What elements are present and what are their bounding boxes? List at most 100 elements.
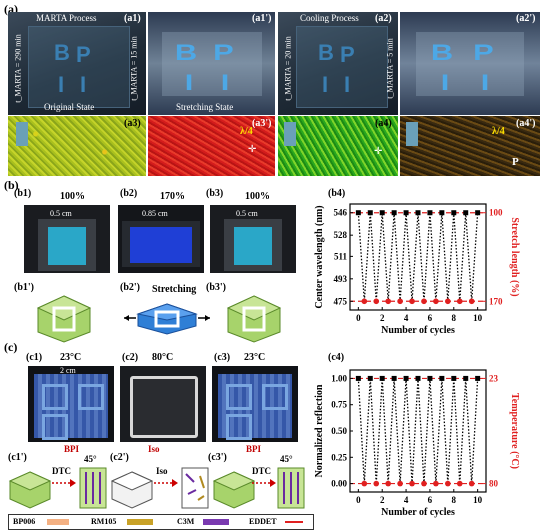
series-line: [357, 378, 479, 484]
y-tick-label: 475: [334, 296, 348, 306]
phase-label-3: BPI: [246, 444, 262, 454]
y-tick-label: 493: [334, 274, 348, 284]
legend-rm105: RM105: [91, 517, 117, 526]
data-point: [415, 375, 421, 381]
cube-schematic-b3: [226, 295, 282, 343]
label-a2p: (a2'): [516, 13, 536, 24]
y-tick-label: 546: [334, 208, 348, 218]
photo-c1: 2 cm: [28, 366, 114, 442]
x-tick-label: 8: [452, 313, 457, 323]
cube-schematic-c1: [8, 471, 52, 509]
lambda-label: λ/4: [240, 126, 253, 137]
series-line: [357, 212, 479, 302]
marta-time: t_MARTA = 15 min: [129, 36, 139, 101]
data-point: [456, 480, 463, 487]
data-point: [421, 298, 427, 305]
data-point: [355, 375, 361, 381]
data-point: [391, 210, 397, 216]
data-point: [468, 480, 475, 487]
legend-swatch-eddet: [285, 521, 303, 523]
cube-schematic-c2: [110, 471, 154, 509]
arrow-icon: [52, 479, 76, 487]
logo-letter-b: B: [318, 40, 334, 65]
data-point: [415, 210, 421, 216]
data-point: [439, 210, 445, 216]
data-point: [445, 298, 451, 305]
logo-letter-p: P: [473, 40, 494, 65]
label-a1: (a1): [124, 13, 141, 24]
legend-bp006: BP006: [13, 517, 36, 526]
label-b3p: (b3'): [206, 282, 226, 293]
x-tick-label: 4: [404, 313, 409, 323]
data-point: [397, 298, 403, 305]
label-c3p: (c3'): [208, 452, 227, 463]
cube-schematic-c3: [212, 471, 256, 509]
panel-c-label: (c): [4, 340, 18, 354]
strain-label-2: 170%: [160, 191, 185, 202]
photo-b3: 0.5 cm: [210, 205, 296, 273]
stretching-label: Stretching: [152, 284, 197, 295]
x-tick-label: 10: [473, 495, 483, 505]
data-point: [385, 298, 391, 305]
polarizer-cross-icon: ✛: [374, 146, 383, 157]
data-point: [475, 375, 481, 381]
phase-label-1: BPI: [64, 444, 80, 454]
data-point: [373, 298, 380, 305]
x-axis-label: Number of cycles: [381, 507, 455, 518]
data-point: [391, 375, 397, 381]
label-c1: (c1): [26, 352, 43, 363]
x-tick-label: 0: [356, 495, 361, 505]
y2-tick-label: 170: [489, 296, 503, 306]
logo-letter-i1: I: [440, 70, 450, 95]
polarizer-label: P: [512, 156, 519, 168]
transition-label-3: DTC: [252, 466, 272, 476]
y-tick-label: 0.50: [331, 426, 347, 436]
label-b2p: (b2'): [120, 282, 140, 293]
label-a2: (a2): [375, 13, 392, 24]
y2-tick-label: 100: [489, 208, 503, 218]
legend-c3m: C3M: [177, 517, 195, 526]
label-c3: (c3): [214, 352, 231, 363]
width-label-2: 0.85 cm: [142, 209, 168, 218]
x-axis-label: Number of cycles: [381, 325, 455, 336]
chart-c4: 0 2 4 6 8 10 0.00 0.25 0.50 0.75 1.00 23 80 Number of…: [314, 369, 520, 518]
logo-letter-i2: I: [80, 72, 87, 97]
label-b1p: (b1'): [14, 282, 34, 293]
width-label-1: 0.5 cm: [50, 209, 72, 218]
arrow-icon: [252, 479, 276, 487]
y2-tick-label: 23: [489, 373, 499, 383]
cooling-time: t_MARTA = 5 min: [385, 38, 395, 99]
temp-label-1: 23°C: [60, 352, 82, 363]
logo-letter-i2: I: [220, 70, 230, 95]
x-tick-label: 2: [380, 313, 385, 323]
angle-label-2: 45°: [280, 454, 293, 464]
cooling-temp: t_MARTA = 20 min: [283, 36, 293, 101]
data-point: [463, 375, 469, 381]
photo-b1: 0.5 cm: [24, 205, 110, 273]
original-state-label: Original State: [44, 102, 95, 112]
label-c2p: (c2'): [110, 452, 129, 463]
strain-label-1: 100%: [60, 191, 85, 202]
logo-letter-i1: I: [322, 72, 329, 97]
label-b1: (b1): [14, 188, 32, 199]
y2-axis-label: Temperature (°C): [509, 393, 520, 469]
x-tick-label: 6: [428, 313, 433, 323]
cube-schematic-b1: [36, 295, 92, 343]
label-a3p: (a3'): [252, 118, 272, 129]
data-point: [373, 480, 380, 487]
temp-label-2: 80°C: [152, 352, 174, 363]
data-point: [361, 298, 368, 305]
stretching-state-label: Stretching State: [176, 102, 234, 112]
lambda-label: λ/4: [492, 126, 505, 137]
x-tick-label: 2: [380, 495, 385, 505]
data-point: [409, 298, 415, 305]
photo-a1-original: B P I I MARTA Process t_MARTA = 290 min …: [8, 12, 146, 115]
micrograph-a3: [8, 116, 146, 176]
photo-a2-original: B P I I Cooling Process t_MARTA = 20 min…: [278, 12, 398, 115]
label-c1p: (c1'): [8, 452, 27, 463]
logo-letter-i2: I: [480, 70, 490, 95]
logo-letter-p: P: [213, 40, 234, 65]
material-legend: BP006 RM105 C3M EDDET: [8, 514, 314, 530]
logo-letter-p: P: [340, 42, 355, 67]
legend-swatch-rm105: [127, 519, 153, 525]
